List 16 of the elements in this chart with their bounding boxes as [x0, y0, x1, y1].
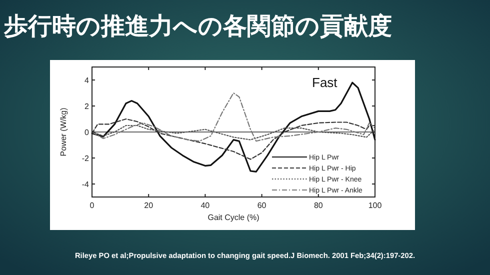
x-axis-title: Gait Cycle (%)	[208, 213, 260, 222]
chart-title: 歩行時の推進力への各関節の貢献度	[3, 13, 392, 40]
y-tick-label: -4	[82, 180, 90, 189]
annotation: Fast	[312, 75, 338, 90]
y-tick-label: 0	[84, 128, 90, 137]
x-tick-label: 100	[368, 201, 382, 210]
y-tick-label: 2	[84, 102, 90, 111]
x-tick-label: 80	[314, 201, 324, 210]
y-axis-title: Power (W/kg)	[59, 107, 68, 156]
x-tick-label: 60	[257, 201, 267, 210]
y-tick-label: -2	[82, 154, 90, 163]
line-series	[91, 92, 376, 142]
x-tick-label: 40	[200, 201, 210, 210]
line-series	[91, 118, 376, 160]
y-tick-label: 4	[84, 76, 90, 85]
x-tick-label: 20	[144, 201, 154, 210]
